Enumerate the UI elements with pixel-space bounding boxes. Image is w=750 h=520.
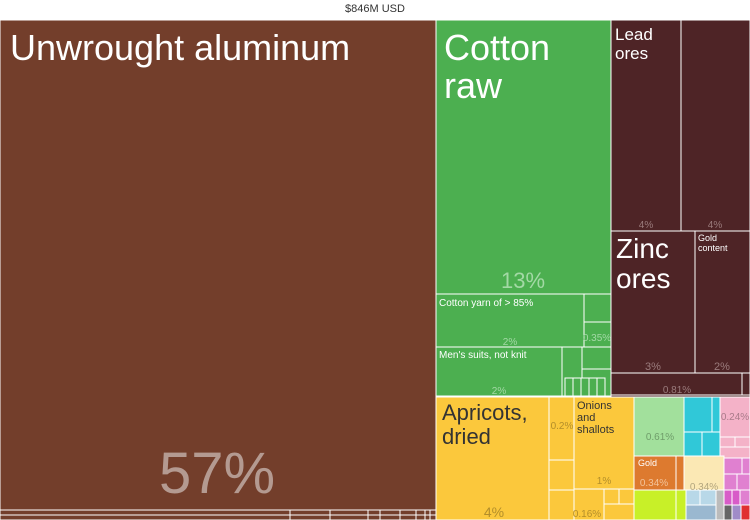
treemap-tile-cream (683, 455, 725, 491)
treemap-svg: Unwrought aluminum 57% Cotton raw 13% Cotton … (0, 20, 750, 520)
tile-share-cream: 0.34% (690, 482, 718, 493)
tile-share-onions-shallots: 1% (597, 476, 612, 487)
treemap-tile-misc-1 (675, 489, 687, 520)
tile-share-apricots-dried: 4% (484, 504, 504, 520)
treemap-tile-lead-ores (610, 20, 682, 232)
tile-label-cotton-raw: Cotton raw (444, 27, 550, 106)
treemap-tile-pink-minor-0 (719, 436, 736, 448)
tile-label-cotton-yarn: Cotton yarn of > 85% (439, 298, 533, 309)
tile-share-lead-ores: 4% (639, 220, 654, 231)
treemap-tile-veg-small-2 (573, 488, 605, 520)
treemap-tile-pink-minor-1 (734, 436, 750, 448)
tile-label-mens-suits: Men's suits, not knit (439, 350, 527, 361)
treemap-tile-magenta-6 (739, 489, 750, 506)
tile-share-light-green: 0.61% (646, 432, 674, 443)
treemap-tile-aluminum-minor-2 (0, 514, 437, 520)
treemap-tile-magenta-1 (741, 457, 750, 475)
tile-share-gold-content: 2% (714, 361, 730, 373)
tile-share-pink: 0.24% (721, 412, 749, 423)
treemap-tile-textile-tiny-0 (564, 377, 574, 397)
treemap-tile-textile-tiny-3 (588, 377, 598, 397)
tile-share-veg-small-2: 0.16% (573, 509, 601, 520)
tile-share-textile-small: 0.35% (583, 333, 611, 344)
treemap-tile-lead-ores-2 (680, 20, 750, 232)
tile-label-onions-shallots: Onions and shallots (577, 400, 615, 436)
treemap-tile-magenta-5 (731, 489, 741, 506)
treemap-tile-textile-tiny-1 (572, 377, 582, 397)
tile-label-gold-content: Gold content (698, 233, 728, 253)
treemap-tile-teal-1 (711, 396, 721, 433)
tile-share-cotton-yarn: 2% (503, 337, 518, 348)
treemap-tile-magenta-7 (723, 504, 733, 520)
tile-label-unwrought-aluminum: Unwrought aluminum (10, 27, 350, 68)
treemap-tile-veg-tiny-2 (603, 503, 635, 520)
tile-share-gold: 0.34% (640, 478, 668, 489)
treemap-tile-veg-tiny-1 (618, 488, 635, 505)
tile-share-lead-ores-2: 4% (708, 220, 723, 231)
tile-label-lead-ores: Lead ores (615, 25, 653, 63)
treemap-tile-gold (633, 455, 677, 491)
treemap-tile-misc-0 (633, 489, 677, 520)
treemap-tile-textile-minor-0 (583, 293, 612, 323)
tile-share-mens-suits: 2% (492, 386, 507, 397)
treemap-tile-magenta-2 (723, 473, 738, 491)
treemap-tile-teal-2 (683, 431, 703, 457)
treemap-tile-teal-0 (683, 396, 713, 433)
treemap-tile-veg-minor-1 (548, 489, 575, 520)
treemap-tile-magenta-4 (723, 489, 733, 506)
treemap-chart: Unwrought aluminum 57% Cotton raw 13% Cotton … (0, 20, 750, 520)
treemap-tile-onions-shallots (573, 396, 635, 490)
tile-label-gold: Gold (638, 458, 657, 468)
treemap-tile-magenta-0 (723, 457, 743, 475)
treemap-tile-veg-tiny-0 (603, 488, 620, 505)
tile-label-zinc-ores: Zinc ores (616, 233, 670, 294)
tile-share-cotton-raw: 13% (501, 268, 545, 293)
treemap-tile-veg-small-1 (548, 396, 575, 461)
treemap-tile-pink (719, 396, 750, 438)
tile-share-unwrought-aluminum: 57% (159, 441, 275, 506)
treemap-tile-unwrought-aluminum (0, 20, 437, 511)
treemap-tile-minerals-minor (741, 372, 750, 396)
treemap-tile-textile-tiny-2 (580, 377, 590, 397)
treemap-tile-misc-4 (685, 504, 717, 520)
tile-share-veg-small-1: 0.2% (551, 421, 574, 432)
treemap-tile-teal-3 (701, 431, 721, 457)
treemap-tile-apricots-dried (435, 396, 550, 520)
tile-label-apricots-dried: Apricots, dried (442, 400, 528, 449)
treemap-tile-aluminum-minor-1 (0, 509, 437, 516)
treemap-tile-textile-grid-1 (581, 346, 612, 370)
tile-share-minerals-small: 0.81% (663, 385, 691, 396)
treemap-tile-gold-content (694, 230, 750, 374)
treemap-tile-cotton-raw (435, 20, 612, 295)
tile-share-zinc-ores: 3% (645, 361, 661, 373)
treemap-tile-magenta-3 (736, 473, 750, 491)
treemap-tile-veg-minor-0 (548, 459, 575, 491)
treemap-tile-magenta-8 (731, 504, 742, 520)
treemap-tile-magenta-9 (740, 504, 750, 520)
treemap-tile-mens-suits (435, 346, 563, 397)
treemap-tile-orange-minor-0 (675, 455, 685, 491)
treemap-tile-light-green (633, 396, 685, 457)
chart-total-title: $846M USD (345, 3, 405, 15)
treemap-tile-textile-tiny-4 (596, 377, 606, 397)
treemap-tile-misc-5 (715, 489, 725, 520)
treemap-tile-cotton-yarn (435, 293, 585, 348)
